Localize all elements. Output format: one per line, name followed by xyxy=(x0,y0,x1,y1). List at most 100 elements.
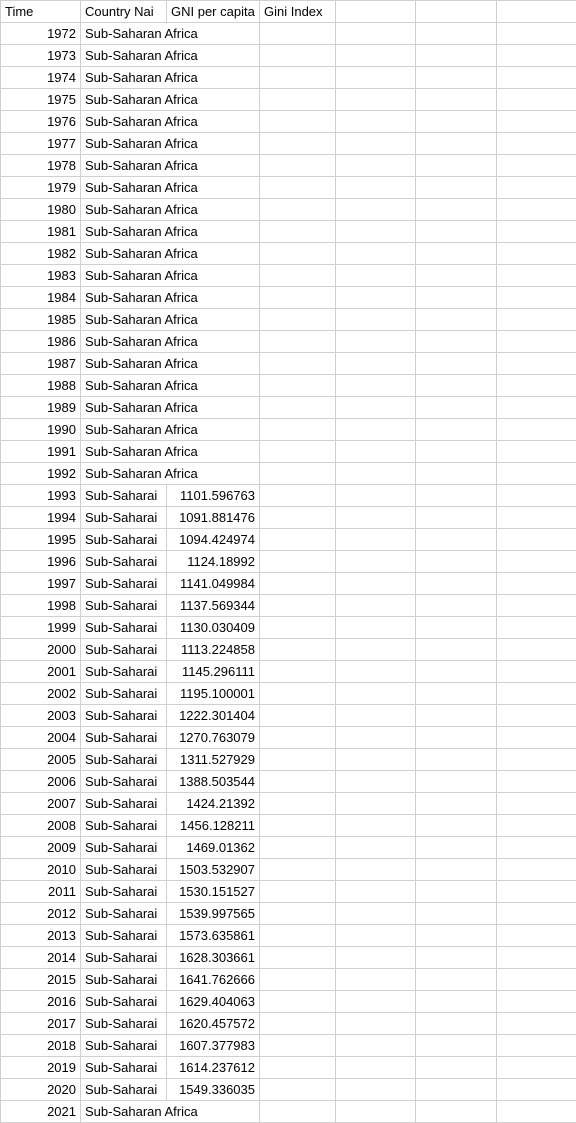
cell-time[interactable]: 1988 xyxy=(1,375,81,397)
cell-blank[interactable] xyxy=(497,947,576,969)
cell-time[interactable]: 2007 xyxy=(1,793,81,815)
cell-gini[interactable] xyxy=(260,529,336,551)
cell-gni[interactable]: 1113.224858 xyxy=(167,639,260,661)
cell-blank[interactable] xyxy=(336,67,416,89)
cell-blank[interactable] xyxy=(336,309,416,331)
cell-time[interactable]: 2014 xyxy=(1,947,81,969)
cell-country[interactable]: Sub-Saharan Africa xyxy=(81,353,260,375)
cell-country[interactable]: Sub-Saharan Africa xyxy=(81,419,260,441)
cell-blank[interactable] xyxy=(497,375,576,397)
cell-blank[interactable] xyxy=(416,661,497,683)
cell-blank[interactable] xyxy=(336,111,416,133)
cell-blank[interactable] xyxy=(497,969,576,991)
cell-gini[interactable] xyxy=(260,331,336,353)
cell-gni[interactable]: 1614.237612 xyxy=(167,1057,260,1079)
cell-gini[interactable] xyxy=(260,573,336,595)
cell-blank[interactable] xyxy=(416,903,497,925)
cell-gini[interactable] xyxy=(260,485,336,507)
cell-time[interactable]: 1983 xyxy=(1,265,81,287)
cell-blank[interactable] xyxy=(416,595,497,617)
cell-blank[interactable] xyxy=(336,331,416,353)
cell-blank[interactable] xyxy=(336,199,416,221)
cell-blank[interactable] xyxy=(497,177,576,199)
cell-gini[interactable] xyxy=(260,639,336,661)
cell-time[interactable]: 1974 xyxy=(1,67,81,89)
cell-time[interactable]: 2015 xyxy=(1,969,81,991)
cell-gini[interactable] xyxy=(260,441,336,463)
cell-gini[interactable] xyxy=(260,1035,336,1057)
cell-blank[interactable] xyxy=(497,639,576,661)
cell-time[interactable]: 2000 xyxy=(1,639,81,661)
cell-gni[interactable]: 1145.296111 xyxy=(167,661,260,683)
cell-gni[interactable]: 1137.569344 xyxy=(167,595,260,617)
cell-gini[interactable] xyxy=(260,1057,336,1079)
cell-blank[interactable] xyxy=(336,133,416,155)
cell-time[interactable]: 2006 xyxy=(1,771,81,793)
cell-country[interactable]: Sub-Saharai xyxy=(81,617,167,639)
cell-gini[interactable] xyxy=(260,991,336,1013)
cell-gni[interactable]: 1469.01362 xyxy=(167,837,260,859)
cell-time[interactable]: 2020 xyxy=(1,1079,81,1101)
cell-blank[interactable] xyxy=(416,419,497,441)
cell-country[interactable]: Sub-Saharan Africa xyxy=(81,243,260,265)
cell-gni[interactable]: 1539.997565 xyxy=(167,903,260,925)
cell-blank[interactable] xyxy=(416,1013,497,1035)
cell-blank[interactable] xyxy=(336,793,416,815)
cell-time[interactable]: 2016 xyxy=(1,991,81,1013)
cell-country[interactable]: Sub-Saharan Africa xyxy=(81,441,260,463)
cell-blank[interactable] xyxy=(416,309,497,331)
cell-time[interactable]: 1972 xyxy=(1,23,81,45)
cell-blank[interactable] xyxy=(497,221,576,243)
cell-gni[interactable]: 1607.377983 xyxy=(167,1035,260,1057)
cell-country[interactable]: Sub-Saharan Africa xyxy=(81,287,260,309)
cell-blank[interactable] xyxy=(416,265,497,287)
cell-country[interactable]: Sub-Saharan Africa xyxy=(81,199,260,221)
cell-blank[interactable] xyxy=(336,727,416,749)
cell-blank[interactable] xyxy=(497,881,576,903)
cell-country[interactable]: Sub-Saharai xyxy=(81,1013,167,1035)
cell-time[interactable]: 2010 xyxy=(1,859,81,881)
cell-blank[interactable] xyxy=(497,837,576,859)
cell-blank[interactable] xyxy=(416,221,497,243)
cell-country[interactable]: Sub-Saharai xyxy=(81,815,167,837)
cell-blank[interactable] xyxy=(416,947,497,969)
cell-blank[interactable] xyxy=(497,705,576,727)
cell-blank[interactable] xyxy=(497,1079,576,1101)
cell-country[interactable]: Sub-Saharan Africa xyxy=(81,309,260,331)
header-time[interactable]: Time xyxy=(1,1,81,23)
cell-blank[interactable] xyxy=(497,111,576,133)
cell-blank[interactable] xyxy=(416,397,497,419)
cell-blank[interactable] xyxy=(336,881,416,903)
cell-gni[interactable]: 1130.030409 xyxy=(167,617,260,639)
cell-blank[interactable] xyxy=(416,463,497,485)
cell-gini[interactable] xyxy=(260,133,336,155)
cell-blank[interactable] xyxy=(336,683,416,705)
cell-blank[interactable] xyxy=(416,45,497,67)
cell-blank[interactable] xyxy=(336,639,416,661)
cell-country[interactable]: Sub-Saharan Africa xyxy=(81,133,260,155)
cell-time[interactable]: 1998 xyxy=(1,595,81,617)
cell-blank[interactable] xyxy=(416,199,497,221)
cell-time[interactable]: 1977 xyxy=(1,133,81,155)
cell-gini[interactable] xyxy=(260,749,336,771)
cell-time[interactable]: 1993 xyxy=(1,485,81,507)
cell-country[interactable]: Sub-Saharai xyxy=(81,837,167,859)
cell-blank[interactable] xyxy=(336,397,416,419)
cell-gni[interactable]: 1094.424974 xyxy=(167,529,260,551)
cell-time[interactable]: 1991 xyxy=(1,441,81,463)
cell-blank[interactable] xyxy=(497,419,576,441)
cell-blank[interactable] xyxy=(416,925,497,947)
cell-gini[interactable] xyxy=(260,771,336,793)
cell-blank[interactable] xyxy=(416,89,497,111)
cell-gini[interactable] xyxy=(260,177,336,199)
cell-time[interactable]: 2002 xyxy=(1,683,81,705)
cell-time[interactable]: 1999 xyxy=(1,617,81,639)
cell-blank[interactable] xyxy=(336,89,416,111)
cell-blank[interactable] xyxy=(497,683,576,705)
cell-country[interactable]: Sub-Saharan Africa xyxy=(81,177,260,199)
cell-blank[interactable] xyxy=(497,199,576,221)
cell-blank[interactable] xyxy=(336,771,416,793)
cell-time[interactable]: 2003 xyxy=(1,705,81,727)
cell-gini[interactable] xyxy=(260,947,336,969)
cell-country[interactable]: Sub-Saharan Africa xyxy=(81,265,260,287)
